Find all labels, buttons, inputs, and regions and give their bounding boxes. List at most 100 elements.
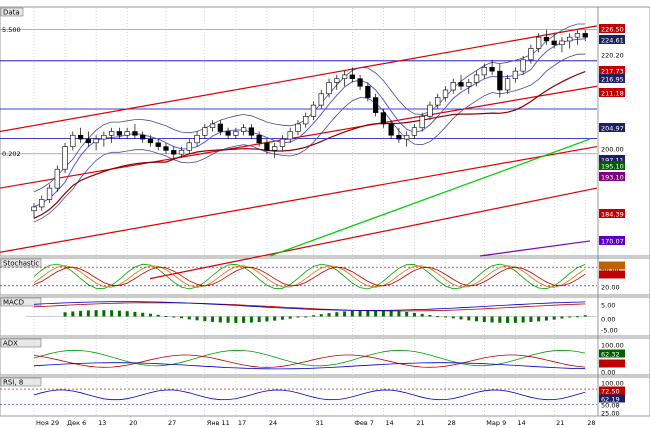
- date-tick: 28: [587, 419, 595, 427]
- price-label-box: [599, 172, 625, 181]
- adx-minus-di-line: [33, 354, 586, 368]
- candle: [334, 78, 340, 83]
- candle: [54, 168, 60, 189]
- macd-line: [33, 301, 586, 311]
- macd-histogram-bar: [187, 316, 191, 320]
- panel-label: MACD: [3, 299, 24, 307]
- price-label-box: [599, 155, 625, 164]
- date-tick: 14: [517, 419, 525, 427]
- price-label-box: [599, 35, 625, 44]
- macd-histogram-bar: [420, 313, 424, 317]
- candle: [178, 150, 185, 155]
- macd-histogram-bar: [211, 316, 215, 322]
- macd-histogram-bar: [280, 316, 284, 320]
- macd-histogram-bar: [102, 310, 106, 317]
- candle: [543, 36, 550, 42]
- osc-label-box: [599, 386, 625, 395]
- candle: [279, 138, 286, 147]
- candle: [481, 67, 487, 76]
- price-label: 195.10: [601, 163, 624, 171]
- candle: [551, 40, 557, 46]
- macd-histogram-bar: [304, 316, 308, 318]
- candle: [497, 70, 503, 91]
- candle: [124, 131, 130, 136]
- osc-tick: 20.00: [601, 283, 620, 291]
- candle: [209, 123, 216, 129]
- candle: [349, 74, 355, 79]
- macd-histogram-bar: [506, 316, 510, 323]
- price-label: 204.97: [601, 125, 624, 133]
- date-tick: 14: [385, 419, 393, 427]
- panels: Data Stochastic MACD ADX RSI, 8: [0, 6, 650, 417]
- macd-histogram-bar: [265, 316, 269, 322]
- candle: [372, 97, 379, 113]
- macd-histogram-bar: [552, 316, 556, 320]
- panel-label-box: [0, 377, 42, 387]
- left-level-label: 5.500: [2, 26, 21, 34]
- candle: [101, 134, 107, 140]
- price-label: 217.73: [601, 68, 624, 76]
- ma-200-line: [269, 138, 591, 257]
- price-label: 211.18: [601, 90, 624, 98]
- osc-tick: -5.00: [601, 326, 618, 334]
- macd-histogram-bar: [164, 315, 168, 317]
- candle: [528, 48, 534, 61]
- macd-histogram-bar: [156, 314, 160, 317]
- macd-histogram-bar: [218, 316, 222, 323]
- date-tick: 24: [269, 419, 277, 427]
- date-tick: 31: [316, 419, 324, 427]
- candle: [163, 146, 169, 151]
- macd-histogram-bar: [249, 316, 253, 323]
- candle: [318, 93, 324, 106]
- date-tick: Мар 9: [486, 419, 506, 427]
- macd-histogram-bar: [381, 310, 385, 317]
- candle: [39, 199, 45, 208]
- candle: [233, 131, 239, 136]
- stoch-slow-line: [33, 266, 586, 287]
- candle: [489, 67, 495, 72]
- macd-histogram-bar: [443, 316, 447, 318]
- osc-label-box: [599, 270, 625, 279]
- macd-histogram-bar: [312, 315, 315, 317]
- candle: [217, 123, 223, 132]
- price-label: 226.50: [601, 26, 624, 34]
- candle: [536, 36, 542, 49]
- macd-histogram-bar: [172, 316, 176, 318]
- candle: [225, 131, 231, 136]
- candle: [504, 78, 511, 91]
- osc-tick: 0.00: [601, 368, 615, 376]
- macd-histogram-bar: [482, 316, 486, 322]
- panel-label: RSI, 8: [3, 379, 23, 387]
- macd-histogram-bar: [63, 312, 67, 317]
- date-axis: Ноя 29 Дек 6 13 20 27 Янв 11 17 24 31 Фев 7 14 21 28…: [36, 419, 596, 427]
- candle: [171, 150, 177, 155]
- price-label: 197.11: [601, 157, 624, 165]
- osc-tick: 100.00: [601, 379, 624, 387]
- macd-histogram-bar: [389, 310, 393, 317]
- candle: [326, 82, 332, 95]
- osc-label-box: [599, 349, 625, 358]
- candle: [264, 142, 270, 151]
- candle: [396, 134, 402, 140]
- osc-tick: 50.08: [601, 401, 620, 409]
- panel-label-box: [0, 7, 24, 17]
- macd-histogram-bar: [296, 316, 300, 318]
- panel-label-box: [0, 297, 42, 307]
- candle: [450, 82, 456, 91]
- macd-histogram-bar: [412, 312, 416, 317]
- macd-histogram-bar: [242, 316, 246, 323]
- channel-line: [149, 187, 598, 280]
- ma-300-line: [479, 240, 591, 257]
- macd-histogram-bar: [94, 310, 98, 317]
- date-tick: Фев 7: [354, 419, 374, 427]
- date-tick: 13: [98, 419, 106, 427]
- macd-histogram-bar: [234, 316, 238, 323]
- macd-histogram-bar: [327, 313, 331, 317]
- macd-histogram-bar: [544, 316, 548, 321]
- macd-histogram-bar: [575, 316, 579, 318]
- macd-histogram-bar: [358, 310, 362, 317]
- candle: [520, 59, 526, 72]
- panel-label: Stochastic: [3, 260, 39, 268]
- macd-histogram-bar: [343, 311, 347, 317]
- candle: [411, 127, 418, 136]
